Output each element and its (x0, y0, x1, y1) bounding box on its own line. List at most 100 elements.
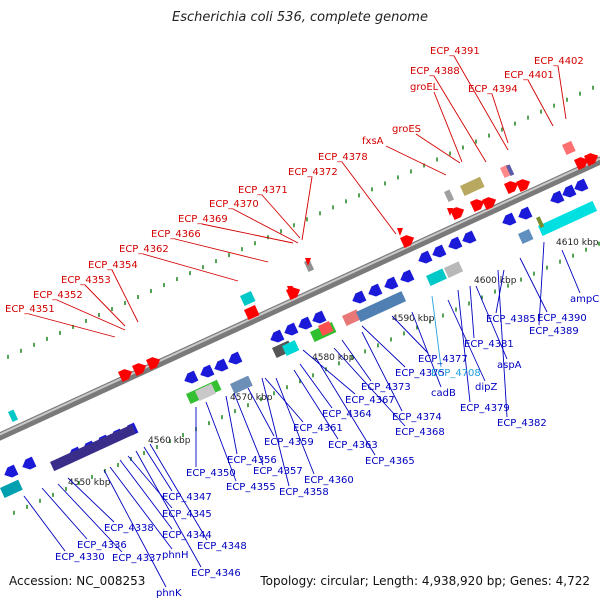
gene-arrow[interactable] (500, 212, 517, 228)
gene-label-bottom[interactable]: ECP_4358 (279, 487, 329, 498)
gene-block[interactable] (562, 140, 576, 155)
gene-block[interactable] (500, 164, 512, 178)
gene-label-top[interactable]: ECP_4354 (88, 260, 138, 271)
gene-block[interactable] (240, 290, 256, 306)
gene-label-bottom[interactable]: ECP_4363 (328, 440, 378, 451)
gene-arrow[interactable] (268, 329, 285, 345)
gene-arrow[interactable] (516, 177, 532, 192)
gene-arrow[interactable] (282, 322, 299, 338)
gene-label-bottom[interactable]: ECP_4350 (186, 468, 236, 479)
gene-arrow[interactable] (146, 355, 162, 370)
gene-label-bottom[interactable]: ECP_4347 (162, 492, 212, 503)
gene-arrow[interactable] (572, 178, 589, 194)
gene-arrow[interactable] (584, 151, 600, 166)
gene-label-top[interactable]: ECP_4370 (209, 199, 259, 210)
gene-label-bottom[interactable]: ECP_4361 (293, 423, 343, 434)
gene-label-top[interactable]: ECP_4378 (318, 152, 368, 163)
gene-arrow[interactable] (212, 358, 229, 374)
gene-label-bottom[interactable]: ECP_4385 (486, 314, 536, 325)
gene-label-top[interactable]: ECP_4351 (5, 304, 55, 315)
gene-label-bottom[interactable]: ampC (570, 294, 599, 305)
gene-arrow[interactable] (446, 236, 463, 252)
gene-block[interactable] (282, 340, 300, 356)
gene-label-bottom[interactable]: ECP_4382 (497, 418, 547, 429)
gene-block[interactable] (518, 228, 534, 244)
gene-label-top[interactable]: ECP_4388 (410, 66, 460, 77)
gene-label-top[interactable]: ECP_4391 (430, 46, 480, 57)
gene-block[interactable] (8, 409, 19, 422)
gene-arrow[interactable] (450, 205, 466, 220)
gene-label-top[interactable]: ECP_4372 (288, 167, 338, 178)
gene-label-bottom[interactable]: ECP_4348 (197, 541, 247, 552)
gene-block[interactable] (0, 479, 23, 498)
gene-arrow[interactable] (400, 233, 416, 248)
gene-arrow[interactable] (296, 316, 313, 332)
gene-arrow[interactable] (182, 370, 199, 386)
gene-block[interactable] (195, 383, 216, 401)
gene-block[interactable] (244, 304, 260, 320)
gene-label-bottom[interactable]: phnK (156, 588, 182, 599)
gene-arrow[interactable] (548, 190, 565, 206)
gene-label-bottom[interactable]: ECP_4345 (162, 509, 212, 520)
gene-label-bottom[interactable]: ECP_4377 (418, 354, 468, 365)
gene-arrow[interactable] (516, 206, 533, 222)
gene-label-top[interactable]: ECP_4371 (238, 185, 288, 196)
gene-arrow[interactable] (460, 230, 477, 246)
gene-arrow[interactable] (382, 276, 399, 292)
gene-label-top[interactable]: ECP_4401 (504, 70, 554, 81)
gene-block[interactable] (50, 424, 136, 472)
gene-block[interactable] (342, 309, 362, 326)
gene-label-bottom[interactable]: ECP_4355 (226, 482, 276, 493)
gene-label-bottom[interactable]: ECP_4381 (464, 339, 514, 350)
gene-label-bottom[interactable]: ECP_4338 (104, 523, 154, 534)
gene-label-bottom[interactable]: ECP_4365 (365, 456, 415, 467)
gene-arrow[interactable] (226, 351, 243, 367)
gene-label-top[interactable]: ECP_4352 (33, 290, 83, 301)
gene-arrow[interactable] (20, 456, 37, 472)
gene-label-bottom[interactable]: ECP_4330 (55, 552, 105, 563)
gene-label-bottom[interactable]: ECP_4374 (392, 412, 442, 423)
gene-arrow[interactable] (198, 364, 215, 380)
gene-arrow[interactable] (482, 195, 498, 210)
gene-label-top[interactable]: groEL (410, 82, 439, 93)
gene-block[interactable] (304, 259, 315, 272)
gene-block[interactable] (536, 216, 545, 228)
gene-label-bottom[interactable]: aspA (497, 360, 522, 371)
gene-label-top[interactable]: ECP_4366 (151, 229, 201, 240)
gene-label-top[interactable]: groES (392, 124, 421, 135)
gene-label-bottom[interactable]: ECP_4379 (460, 403, 510, 414)
gene-arrow[interactable] (574, 155, 590, 170)
gene-arrow[interactable] (310, 310, 327, 326)
gene-block[interactable] (444, 189, 455, 202)
gene-label-bottom[interactable]: ECP_4346 (191, 568, 241, 579)
gene-block[interactable] (230, 375, 253, 394)
gene-label-top[interactable]: ECP_4369 (178, 214, 228, 225)
gene-label-bottom[interactable]: ECP_4708 (431, 368, 481, 379)
gene-arrow[interactable] (132, 361, 148, 376)
gene-label-bottom[interactable]: ECP_4367 (345, 395, 395, 406)
gene-label-top[interactable]: ECP_4394 (468, 84, 518, 95)
gene-arrow[interactable] (430, 244, 447, 260)
gene-block[interactable] (426, 268, 447, 286)
gene-label-top[interactable]: ECP_4402 (534, 56, 584, 67)
gene-label-bottom[interactable]: ECP_4337 (112, 553, 162, 564)
gene-label-bottom[interactable]: ECP_4360 (304, 475, 354, 486)
gene-label-bottom[interactable]: ECP_4364 (322, 409, 372, 420)
gene-block[interactable] (538, 200, 598, 236)
gene-label-top[interactable]: ECP_4353 (61, 275, 111, 286)
gene-label-bottom[interactable]: ECP_4375 (395, 368, 445, 379)
gene-arrow[interactable] (416, 250, 433, 266)
gene-label-bottom[interactable]: ECP_4359 (264, 437, 314, 448)
gene-arrow[interactable] (504, 179, 520, 194)
gene-label-bottom[interactable]: ECP_4336 (77, 540, 127, 551)
gene-label-bottom[interactable]: ECP_4389 (529, 326, 579, 337)
gene-label-bottom[interactable]: ECP_4368 (395, 427, 445, 438)
gene-label-bottom[interactable]: ECP_4390 (537, 313, 587, 324)
gene-label-bottom[interactable]: ECP_4357 (253, 466, 303, 477)
gene-arrow[interactable] (366, 283, 383, 299)
gene-block[interactable] (444, 261, 464, 278)
gene-block[interactable] (318, 320, 334, 336)
gene-label-top[interactable]: ECP_4362 (119, 244, 169, 255)
gene-arrow[interactable] (2, 464, 19, 480)
gene-arrow[interactable] (470, 197, 486, 212)
